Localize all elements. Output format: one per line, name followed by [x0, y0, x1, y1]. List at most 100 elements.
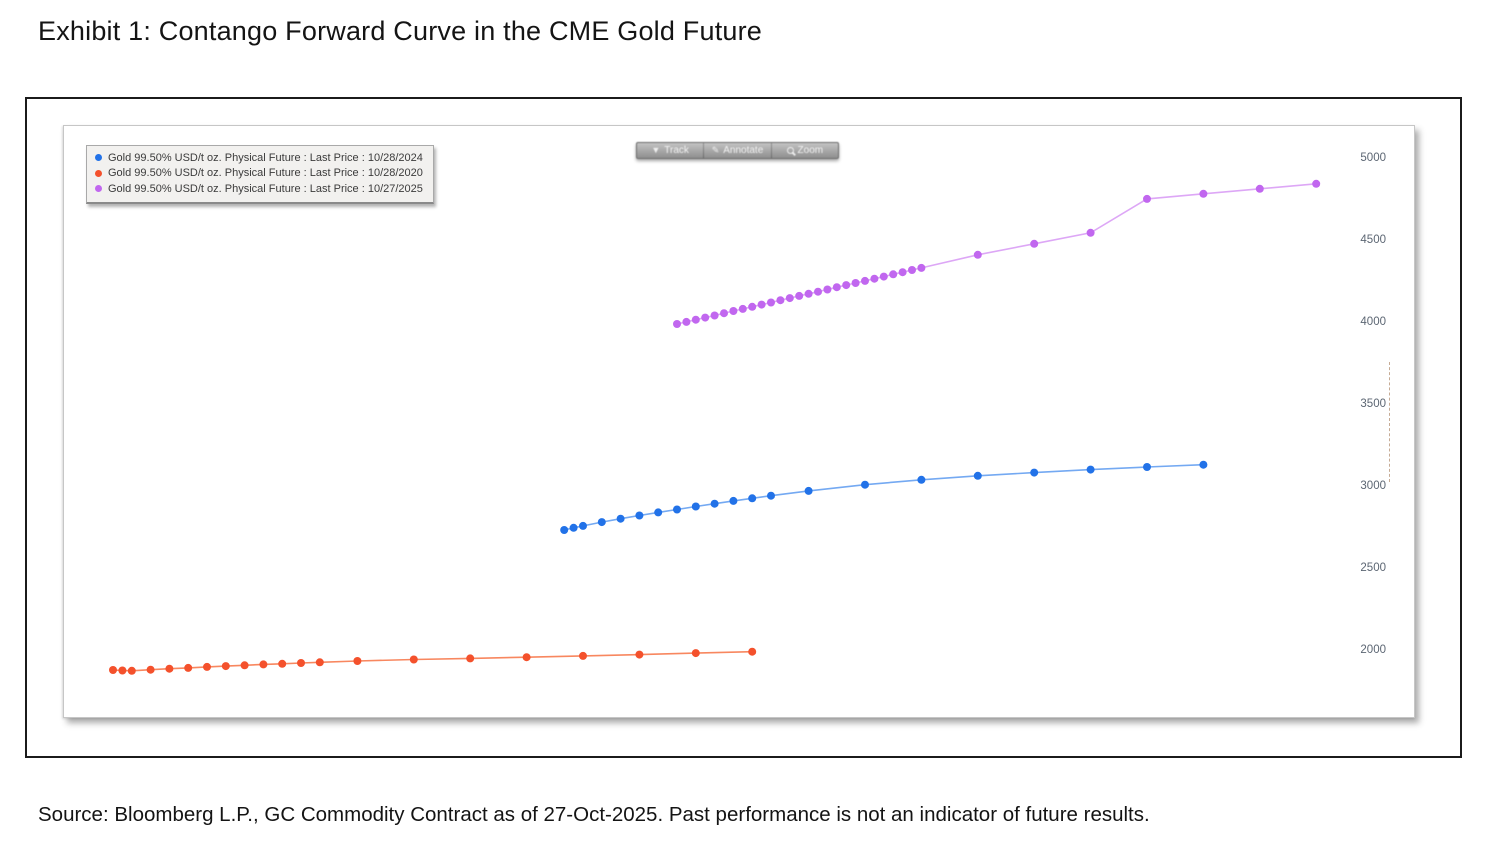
series-1	[560, 460, 1208, 534]
data-point-marker	[597, 518, 606, 527]
data-point-marker	[861, 480, 869, 489]
data-point-marker	[616, 514, 625, 523]
legend-swatch-icon	[95, 185, 102, 193]
y-axis-tick-label: 4500	[1360, 234, 1386, 246]
data-point-marker	[917, 475, 926, 484]
data-point-marker	[1199, 189, 1208, 198]
exhibit-frame: Gold 99.50% USD/t oz. Physical Future : …	[25, 97, 1462, 758]
data-point-marker	[682, 317, 691, 326]
series-3	[673, 179, 1321, 328]
y-axis-tick-label: 5000	[1360, 152, 1386, 164]
chart-toolbar[interactable]: ▼ Track ✎ Annotate Zoom	[636, 142, 839, 159]
toolbar-item-label: Track	[664, 145, 689, 156]
data-point-marker	[701, 313, 710, 322]
toolbar-item-annotate[interactable]: ✎ Annotate	[703, 143, 770, 158]
data-point-marker	[842, 281, 851, 290]
data-point-marker	[1255, 184, 1264, 193]
data-point-marker	[691, 649, 700, 658]
legend-item[interactable]: Gold 99.50% USD/t oz. Physical Future : …	[95, 181, 423, 197]
toolbar-item-track[interactable]: ▼ Track	[637, 143, 703, 158]
legend-label: Gold 99.50% USD/t oz. Physical Future : …	[108, 151, 423, 164]
data-point-marker	[738, 304, 747, 313]
legend-item[interactable]: Gold 99.50% USD/t oz. Physical Future : …	[95, 150, 423, 166]
data-point-marker	[710, 311, 719, 320]
series-line	[676, 183, 1317, 325]
data-point-marker	[729, 307, 738, 315]
exhibit-title: Exhibit 1: Contango Forward Curve in the…	[38, 16, 763, 46]
legend-swatch-icon	[95, 154, 102, 162]
data-point-marker	[221, 662, 230, 671]
annotate-pencil-icon: ✎	[711, 145, 720, 155]
data-point-marker	[1030, 239, 1039, 248]
data-point-marker	[1199, 460, 1208, 469]
data-point-marker	[259, 660, 268, 669]
y-axis-tick-label: 2500	[1360, 562, 1386, 574]
data-point-marker	[466, 654, 475, 663]
data-point-marker	[776, 296, 785, 305]
data-point-marker	[757, 300, 766, 309]
data-point-marker	[720, 309, 728, 318]
data-point-marker	[654, 508, 663, 517]
data-point-marker	[353, 657, 362, 665]
data-point-marker	[297, 659, 305, 667]
data-point-marker	[804, 486, 813, 495]
data-point-marker	[917, 263, 926, 272]
chart-legend: Gold 99.50% USD/t oz. Physical Future : …	[86, 145, 434, 204]
y-axis-tick-label: 3000	[1360, 480, 1386, 492]
series-2	[109, 647, 757, 675]
data-point-marker	[879, 272, 888, 281]
data-point-marker	[1086, 465, 1095, 474]
data-point-marker	[898, 268, 907, 277]
data-point-marker	[315, 658, 324, 667]
legend-swatch-icon	[95, 169, 102, 177]
data-point-marker	[522, 653, 531, 662]
data-point-marker	[832, 283, 841, 292]
data-point-marker	[109, 666, 117, 674]
data-point-marker	[1312, 179, 1321, 188]
data-point-marker	[1030, 468, 1039, 477]
y-axis-tick-label: 4000	[1360, 316, 1386, 328]
legend-label: Gold 99.50% USD/t oz. Physical Future : …	[108, 182, 423, 195]
data-point-marker	[1143, 194, 1151, 203]
data-point-marker	[729, 496, 738, 505]
data-point-marker	[560, 526, 569, 534]
data-point-marker	[804, 289, 813, 298]
data-point-marker	[579, 521, 587, 530]
data-point-marker	[748, 302, 757, 311]
data-point-marker	[240, 661, 249, 670]
data-point-marker	[203, 662, 211, 671]
data-point-marker	[635, 650, 644, 659]
data-point-marker	[870, 274, 879, 283]
data-point-marker	[635, 511, 644, 520]
legend-item[interactable]: Gold 99.50% USD/t oz. Physical Future : …	[95, 166, 423, 182]
data-point-marker	[278, 659, 287, 668]
toolbar-item-zoom[interactable]: Zoom	[770, 143, 838, 158]
axis-annotation-dashes	[1389, 362, 1390, 482]
y-axis-tick-label: 3500	[1360, 398, 1386, 410]
y-axis-tick-label: 2000	[1360, 644, 1386, 656]
data-point-marker	[118, 666, 127, 675]
data-point-marker	[889, 270, 898, 279]
data-point-marker	[767, 298, 775, 307]
series-line	[564, 463, 1204, 531]
data-point-marker	[795, 291, 804, 300]
data-point-marker	[184, 663, 193, 672]
data-point-marker	[579, 651, 587, 660]
data-point-marker	[165, 664, 174, 673]
data-point-marker	[1086, 228, 1095, 237]
data-point-marker	[851, 279, 860, 287]
data-point-marker	[748, 647, 757, 656]
track-cursor-icon: ▼	[651, 145, 661, 155]
data-point-marker	[908, 266, 916, 274]
forward-curve-plot	[109, 179, 1321, 675]
data-point-marker	[127, 666, 136, 675]
data-point-marker	[861, 276, 869, 285]
data-point-marker	[973, 471, 982, 480]
data-point-marker	[823, 285, 832, 294]
data-point-marker	[748, 494, 757, 503]
zoom-magnifier-icon	[786, 147, 794, 154]
data-point-marker	[785, 294, 794, 303]
source-note: Source: Bloomberg L.P., GC Commodity Con…	[38, 803, 1150, 826]
data-point-marker	[814, 287, 822, 296]
